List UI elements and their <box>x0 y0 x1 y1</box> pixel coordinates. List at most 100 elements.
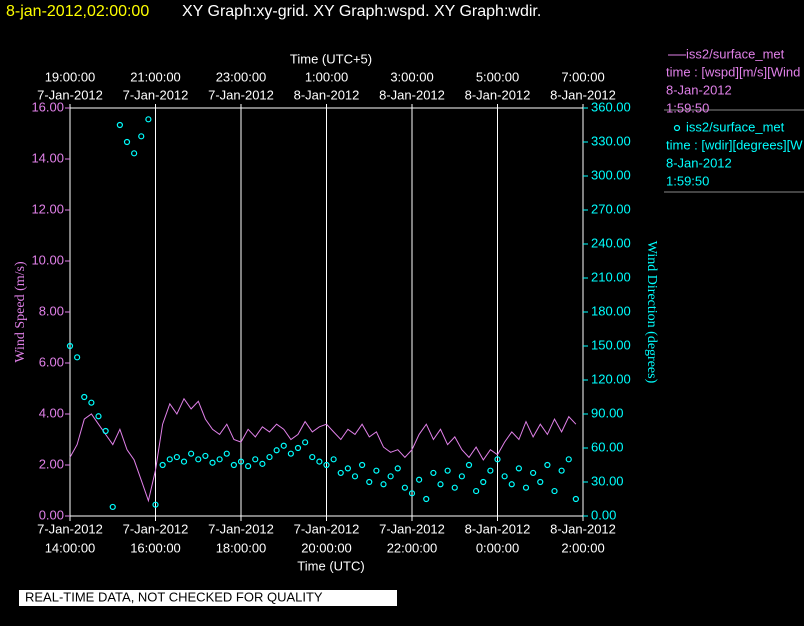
y-tick-label: 8.00 <box>39 303 64 318</box>
x-tick-label: 7-Jan-2012 <box>208 521 274 536</box>
wind-direction-point <box>387 473 394 480</box>
y-tick-label: 10.00 <box>31 252 64 267</box>
legend-label: iss2/surface_met <box>686 46 785 61</box>
wind-direction-point <box>323 461 330 469</box>
wind-direction-point <box>145 116 152 123</box>
y2-axis-title: Wind Direction (degrees) <box>644 241 659 384</box>
y-tick-label: 6.00 <box>39 354 64 369</box>
footnote-box <box>19 590 397 606</box>
y2-tick-label: 90.00 <box>591 405 624 420</box>
wind-direction-point <box>173 453 180 461</box>
y-tick-label: 14.00 <box>31 150 64 165</box>
wind-direction-point <box>166 456 173 463</box>
wind-direction-point <box>487 467 494 474</box>
legend-detail: 8-Jan-2012 <box>666 82 732 97</box>
y2-tick-label: 150.00 <box>591 337 631 352</box>
wind-direction-point <box>188 450 195 457</box>
x2-tick-date-label: 7-Jan-2012 <box>37 87 103 102</box>
wind-direction-point <box>537 478 544 486</box>
y2-tick-label: 360.00 <box>591 99 631 114</box>
wind-direction-point <box>309 453 316 461</box>
y2-tick-label: 180.00 <box>591 303 631 318</box>
wind-direction-point <box>522 484 530 491</box>
y-tick-label: 2.00 <box>39 456 64 471</box>
wind-direction-point <box>558 467 565 474</box>
x-tick-time-label: 20:00:00 <box>301 540 352 555</box>
wind-direction-point <box>337 469 344 477</box>
wind-direction-point <box>401 484 408 491</box>
y2-tick-label: 270.00 <box>591 201 631 216</box>
wind-direction-point <box>302 439 309 446</box>
wind-direction-point <box>109 503 116 511</box>
wind-direction-point <box>330 456 337 463</box>
wind-direction-point <box>473 487 480 495</box>
legend-detail: 1:59:50 <box>666 173 709 188</box>
x-tick-label: 7-Jan-2012 <box>294 521 360 536</box>
wind-direction-point <box>366 478 373 486</box>
wind-direction-point <box>451 484 458 491</box>
legend-detail: time : [wspd][m/s][Wind <box>666 64 800 79</box>
wind-direction-point <box>273 447 280 454</box>
wind-direction-point <box>95 413 102 420</box>
y2-tick-label: 120.00 <box>591 371 631 386</box>
wind-direction-point <box>280 442 287 449</box>
wind-direction-point <box>408 490 416 497</box>
x2-tick-label: 3:00:00 <box>390 69 433 84</box>
x2-tick-label: 7:00:00 <box>561 69 604 84</box>
wind-direction-point <box>259 460 266 467</box>
legend-detail: 1:59:50 <box>666 100 709 115</box>
y-tick-label: 4.00 <box>39 405 64 420</box>
wind-direction-point <box>380 481 387 488</box>
y-tick-label: 16.00 <box>31 99 64 114</box>
wind-direction-point <box>245 463 252 470</box>
wind-direction-point <box>209 459 216 466</box>
y2-tick-label: 0.00 <box>591 507 616 522</box>
wind-speed-line <box>69 397 577 503</box>
wind-direction-point <box>444 467 451 474</box>
wind-direction-point <box>66 342 74 350</box>
wind-direction-point <box>551 487 558 495</box>
legend-marker <box>673 124 681 132</box>
x2-tick-date-label: 7-Jan-2012 <box>208 87 274 102</box>
wind-direction-point <box>287 450 294 457</box>
x2-tick-label: 21:00:00 <box>130 69 181 84</box>
wind-direction-point <box>237 458 245 465</box>
legend-detail: time : [wdir][degrees][W <box>666 137 803 152</box>
wind-direction-point <box>223 450 230 457</box>
legend-detail: 8-Jan-2012 <box>666 155 732 170</box>
wind-direction-point <box>494 456 501 463</box>
wind-direction-point <box>102 427 109 435</box>
x2-tick-label: 23:00:00 <box>216 69 267 84</box>
y2-tick-label: 60.00 <box>591 439 624 454</box>
wind-direction-point <box>430 469 437 477</box>
wind-direction-point <box>572 495 579 503</box>
wind-direction-point <box>437 481 444 488</box>
wind-direction-point <box>544 461 551 469</box>
x2-tick-date-label: 8-Jan-2012 <box>550 87 616 102</box>
wind-direction-point <box>416 476 423 483</box>
legend-label: iss2/surface_met <box>686 119 785 134</box>
x-tick-time-label: 14:00:00 <box>45 540 96 555</box>
wind-direction-point <box>159 461 166 469</box>
x-axis-title: Time (UTC) <box>297 558 364 573</box>
wind-direction-point <box>202 452 209 460</box>
wind-direction-point <box>465 461 473 469</box>
x2-tick-label: 19:00:00 <box>45 69 96 84</box>
wind-direction-point <box>515 465 522 472</box>
wind-direction-point <box>351 473 359 480</box>
wind-direction-point <box>180 458 188 465</box>
wind-direction-point <box>294 444 302 452</box>
wind-direction-point <box>131 150 138 157</box>
wind-direction-point <box>81 393 88 401</box>
x2-axis-title: Time (UTC+5) <box>290 51 372 66</box>
wind-direction-point <box>195 456 202 463</box>
y2-tick-label: 210.00 <box>591 269 631 284</box>
wind-direction-point <box>252 456 259 463</box>
x-tick-label: 8-Jan-2012 <box>465 521 531 536</box>
chart-title: XY Graph:xy-grid. XY Graph:wspd. XY Grap… <box>182 3 541 20</box>
wind-direction-point <box>501 473 508 480</box>
wind-direction-point <box>359 461 366 469</box>
x-tick-label: 7-Jan-2012 <box>379 521 445 536</box>
wind-direction-point <box>423 495 430 503</box>
